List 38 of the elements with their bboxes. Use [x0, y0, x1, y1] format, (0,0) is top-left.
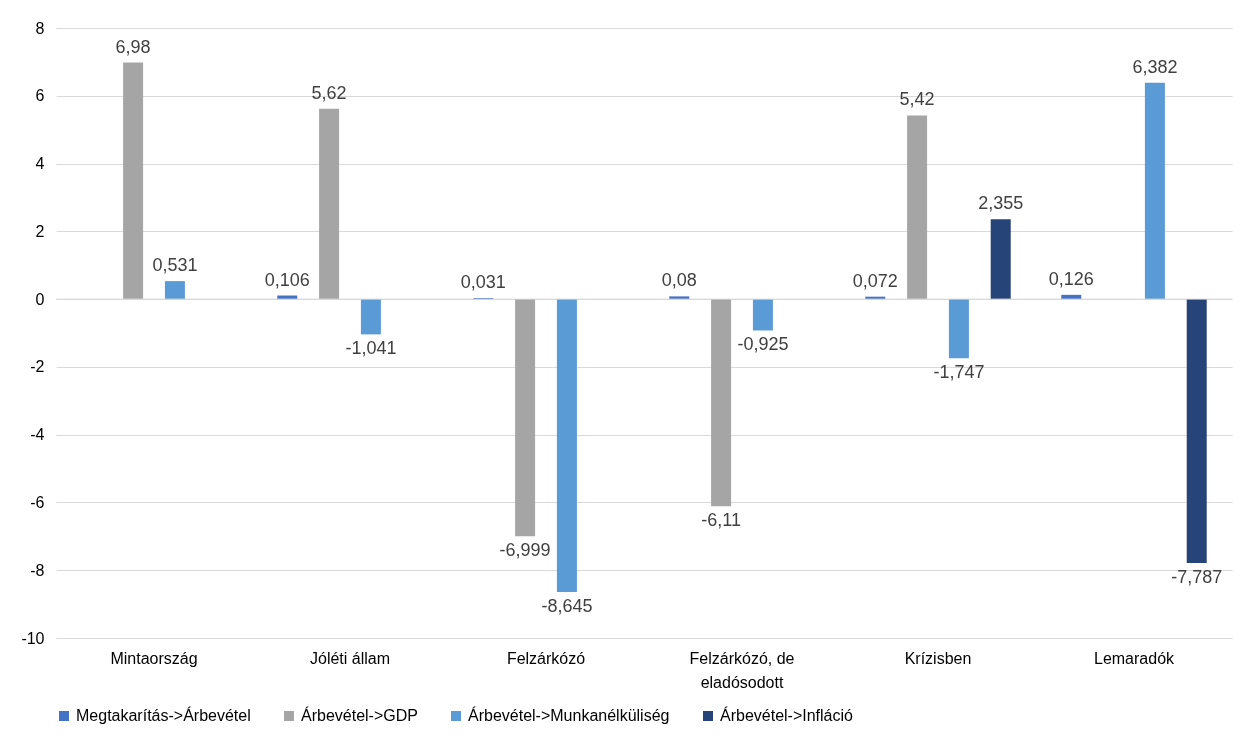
x-tick-label: Jóléti állam [309, 649, 391, 667]
data-label: 6,98 [115, 36, 151, 57]
data-label: 0,031 [460, 272, 506, 293]
data-label: -1,041 [345, 338, 397, 359]
data-label: 0,126 [1048, 268, 1094, 289]
legend-label: Árbevétel->GDP [301, 706, 418, 724]
y-tick-label: 8 [35, 19, 45, 37]
x-tick-label: Felzárkózó, de eladósodott [689, 649, 795, 691]
x-tick-label: Lemaradók [1093, 649, 1176, 667]
x-tick-label: Mintaország [110, 649, 198, 667]
data-label: 6,382 [1132, 56, 1178, 77]
data-label: 0,08 [661, 270, 697, 291]
data-label: 5,42 [899, 89, 935, 110]
data-label: -7,787 [1171, 567, 1223, 587]
data-label: -0,925 [737, 334, 789, 355]
y-tick-label: -4 [30, 426, 45, 444]
data-label: -6,11 [701, 510, 741, 531]
y-tick-label: 4 [35, 155, 45, 173]
x-tick-label: Krízisben [904, 649, 972, 667]
y-tick-label: 2 [35, 222, 45, 240]
y-tick-label: 0 [35, 290, 45, 308]
data-label: -6,999 [499, 540, 551, 561]
legend-label: Megtakarítás->Árbevétel [76, 706, 251, 724]
y-tick-label: -8 [30, 561, 45, 579]
legend-label: Árbevétel->Infláció [720, 706, 854, 724]
x-tick-label: Felzárkózó [506, 649, 586, 667]
data-label: -8,645 [541, 596, 593, 617]
data-label: 2,355 [978, 193, 1024, 214]
data-label: 0,531 [152, 255, 198, 276]
data-label: -1,747 [933, 362, 985, 383]
y-tick-label: -2 [30, 358, 45, 376]
legend-label: Árbevétel->Munkanélküliség [468, 706, 670, 724]
y-tick-label: 6 [35, 87, 45, 105]
data-label: 5,62 [311, 82, 347, 103]
y-tick-label: -6 [30, 493, 45, 511]
y-tick-label: -10 [21, 629, 45, 647]
data-label: 0,106 [264, 269, 310, 290]
data-label: 0,072 [852, 270, 898, 291]
